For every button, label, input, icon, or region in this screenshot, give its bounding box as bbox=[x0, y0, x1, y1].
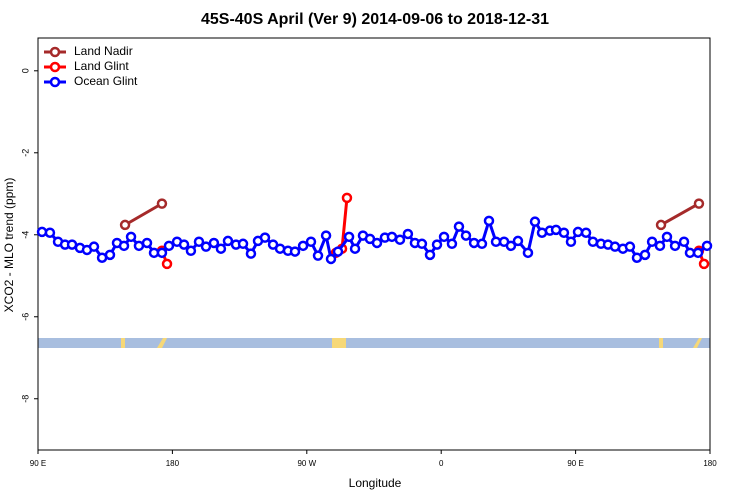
point bbox=[402, 228, 414, 240]
point bbox=[698, 258, 710, 270]
point bbox=[259, 232, 271, 243]
point bbox=[505, 240, 517, 252]
series-line bbox=[660, 202, 700, 227]
legend-marker bbox=[49, 76, 61, 88]
point bbox=[693, 198, 705, 209]
x-tick-label: 90 E bbox=[30, 459, 46, 468]
point bbox=[305, 236, 317, 247]
point bbox=[438, 231, 450, 243]
point bbox=[104, 249, 116, 261]
point bbox=[631, 252, 643, 263]
x-tick-label: 180 bbox=[703, 459, 717, 468]
x-axis-label: Longitude bbox=[349, 476, 402, 490]
y-tick-label: 0 bbox=[20, 68, 30, 73]
point bbox=[125, 231, 137, 243]
y-tick-label: -6 bbox=[20, 313, 30, 321]
point bbox=[325, 253, 337, 265]
chart-title: 45S-40S April (Ver 9) 2014-09-06 to 2018… bbox=[201, 11, 549, 28]
point bbox=[245, 248, 257, 259]
point bbox=[483, 215, 495, 227]
land-mask bbox=[38, 338, 710, 348]
point bbox=[565, 236, 577, 247]
point bbox=[118, 240, 130, 252]
point bbox=[624, 241, 636, 252]
point bbox=[332, 246, 344, 257]
point bbox=[512, 235, 524, 247]
point bbox=[341, 192, 353, 204]
point bbox=[88, 241, 100, 252]
point bbox=[215, 243, 227, 254]
series-line bbox=[124, 202, 163, 227]
point bbox=[161, 258, 173, 270]
point bbox=[661, 231, 673, 243]
point bbox=[200, 241, 212, 252]
legend-label: Land Glint bbox=[74, 59, 129, 73]
point bbox=[558, 227, 570, 238]
point bbox=[692, 247, 704, 259]
y-tick-label: -8 bbox=[20, 395, 30, 403]
point bbox=[371, 237, 383, 249]
point bbox=[572, 226, 584, 238]
point bbox=[133, 240, 145, 252]
point bbox=[386, 231, 398, 243]
point bbox=[222, 235, 234, 247]
legend-marker bbox=[49, 61, 61, 73]
point bbox=[297, 240, 309, 252]
point bbox=[678, 236, 690, 247]
point bbox=[460, 230, 472, 241]
point bbox=[320, 230, 332, 241]
point bbox=[654, 240, 666, 252]
point bbox=[237, 238, 249, 250]
x-tick-label: 180 bbox=[166, 459, 180, 468]
point bbox=[701, 240, 713, 252]
point bbox=[312, 250, 324, 261]
y-tick-label: -4 bbox=[20, 231, 30, 239]
point bbox=[446, 238, 458, 250]
point bbox=[141, 237, 153, 249]
point bbox=[529, 216, 541, 227]
point bbox=[646, 236, 658, 247]
point bbox=[185, 245, 197, 257]
point bbox=[580, 227, 592, 238]
point bbox=[156, 247, 168, 259]
x-tick-label: 0 bbox=[439, 459, 444, 468]
point bbox=[522, 247, 534, 259]
point bbox=[639, 249, 651, 261]
point bbox=[416, 238, 428, 250]
point bbox=[684, 247, 696, 259]
x-tick-label: 90 W bbox=[297, 459, 316, 468]
point bbox=[156, 198, 168, 209]
point bbox=[431, 239, 443, 250]
legend-marker bbox=[49, 46, 61, 58]
point bbox=[119, 219, 131, 231]
point bbox=[453, 221, 465, 232]
point bbox=[208, 237, 220, 249]
point bbox=[343, 231, 355, 243]
y-axis-label: XCO2 - MLO trend (ppm) bbox=[2, 178, 16, 313]
point bbox=[587, 236, 599, 247]
y-tick-label: -2 bbox=[20, 149, 30, 157]
point bbox=[655, 219, 667, 231]
point bbox=[163, 240, 175, 252]
point bbox=[193, 236, 205, 247]
point bbox=[349, 243, 361, 254]
point bbox=[476, 238, 488, 250]
point bbox=[394, 234, 406, 245]
point bbox=[44, 227, 56, 238]
point bbox=[178, 239, 190, 250]
legend-label: Land Nadir bbox=[74, 44, 133, 58]
x-tick-label: 90 E bbox=[567, 459, 583, 468]
point bbox=[424, 249, 436, 261]
legend-label: Ocean Glint bbox=[74, 74, 138, 88]
point bbox=[289, 246, 301, 257]
point bbox=[490, 236, 502, 247]
point bbox=[669, 240, 681, 252]
